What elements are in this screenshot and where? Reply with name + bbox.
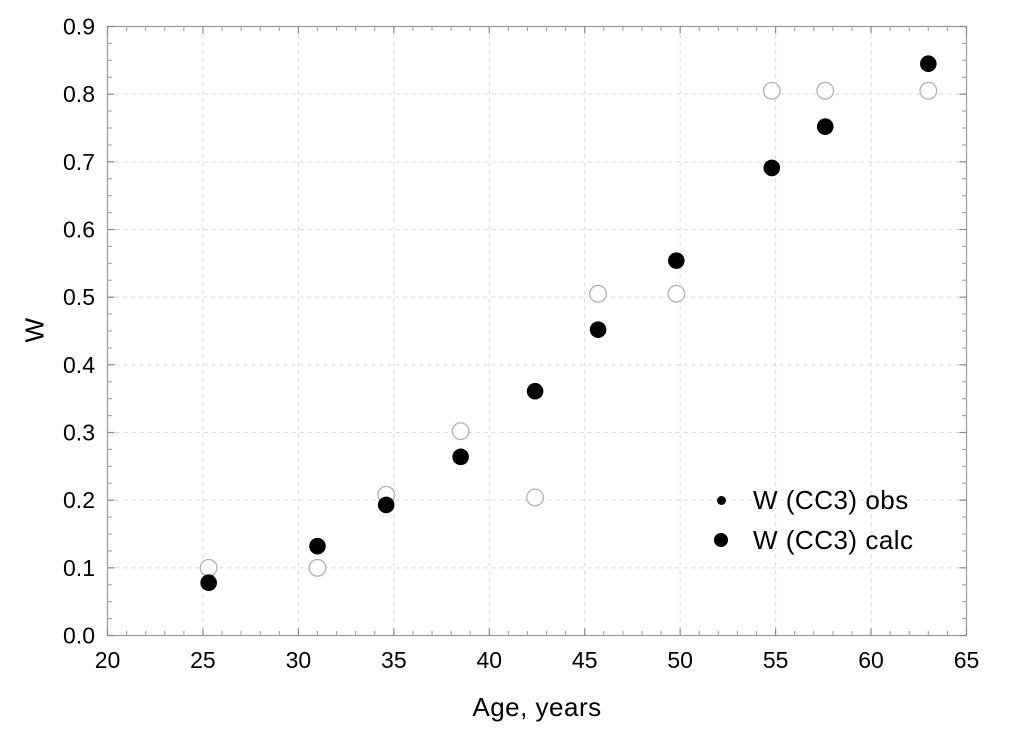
legend-marker-box — [707, 495, 735, 505]
small-filled-dot-icon — [716, 495, 726, 505]
data-point-obs — [919, 81, 938, 100]
data-point-obs — [762, 81, 781, 100]
y-tick-label: 0.5 — [63, 284, 95, 310]
x-tick-label: 45 — [572, 647, 598, 673]
legend-label-calc: W (CC3) calc — [753, 524, 914, 555]
x-tick-label: 30 — [286, 647, 312, 673]
data-point-calc — [452, 448, 469, 466]
y-axis-title: W — [19, 317, 50, 343]
x-tick-label: 40 — [476, 647, 502, 673]
data-point-calc — [377, 496, 395, 514]
data-point-calc — [668, 252, 685, 269]
data-point-calc — [920, 55, 937, 73]
data-point-obs — [589, 284, 608, 303]
x-tick-label: 65 — [954, 647, 980, 673]
x-axis-title: Age, years — [472, 692, 602, 722]
y-tick-label: 0.6 — [63, 217, 95, 243]
y-tick-label: 0.9 — [63, 14, 95, 40]
legend-marker-box — [707, 533, 735, 547]
data-point-obs — [667, 284, 686, 303]
legend-item-calc: W (CC3) calc — [707, 520, 914, 560]
y-tick-label: 0.3 — [63, 420, 95, 446]
y-tick-label: 0.8 — [63, 81, 95, 107]
x-tick-label: 50 — [667, 647, 693, 673]
data-point-obs — [199, 558, 218, 577]
legend-label-obs: W (CC3) obs — [753, 484, 909, 515]
data-point-obs — [526, 488, 545, 507]
x-tick-label: 55 — [763, 647, 789, 673]
x-tick-label: 35 — [381, 647, 407, 673]
data-point-calc — [816, 118, 834, 135]
large-filled-dot-icon — [714, 533, 728, 547]
data-point-calc — [309, 537, 326, 555]
data-point-calc — [526, 382, 544, 400]
y-tick-label: 0.7 — [63, 149, 95, 175]
data-point-obs — [308, 558, 327, 577]
y-tick-label: 0.0 — [63, 623, 95, 649]
y-tick-label: 0.4 — [63, 352, 95, 378]
data-point-calc — [589, 321, 607, 338]
x-tick-label: 60 — [858, 647, 884, 673]
data-point-calc — [763, 159, 781, 177]
y-tick-label: 0.2 — [63, 487, 95, 513]
y-tick-label: 0.1 — [63, 555, 95, 581]
legend: W (CC3) obs W (CC3) calc — [707, 480, 914, 560]
data-point-calc — [200, 574, 217, 592]
x-tick-label: 25 — [190, 647, 216, 673]
data-point-obs — [451, 422, 470, 441]
data-point-obs — [816, 81, 835, 100]
legend-item-obs: W (CC3) obs — [707, 480, 914, 520]
x-tick-label: 20 — [95, 647, 121, 673]
